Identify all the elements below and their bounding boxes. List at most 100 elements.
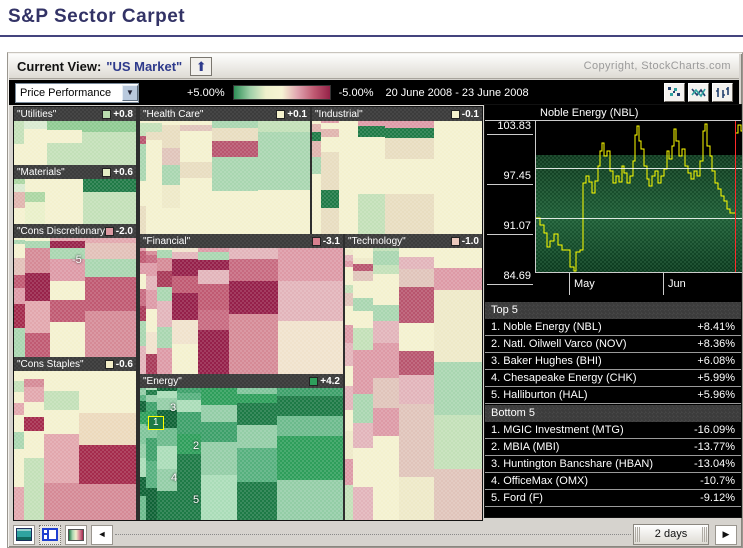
carpet-cell[interactable] [14, 381, 24, 392]
carpet-cell[interactable] [345, 366, 353, 386]
carpet-cell[interactable] [50, 238, 85, 241]
carpet-cell[interactable] [258, 190, 310, 234]
carpet-cell[interactable] [24, 371, 44, 373]
carpet-cell[interactable] [353, 350, 373, 375]
carpet-cell[interactable] [345, 248, 353, 249]
carpet-cell[interactable] [146, 438, 157, 461]
carpet-cell[interactable] [162, 121, 180, 125]
carpet-cell[interactable] [312, 132, 321, 141]
sector-cells-health-care[interactable] [140, 121, 310, 234]
carpet-cell[interactable] [140, 128, 146, 136]
carpet-cell[interactable] [14, 415, 24, 432]
carpet-cell[interactable] [14, 258, 25, 275]
carpet-cell[interactable] [353, 250, 373, 253]
carpet-cell[interactable] [353, 271, 373, 281]
carpet-cell[interactable] [237, 403, 277, 425]
carpet-cell[interactable] [321, 152, 339, 164]
carpet-cell[interactable] [212, 141, 258, 157]
carpet-cell[interactable] [157, 271, 172, 287]
carpet-cell[interactable] [434, 469, 482, 520]
carpet-cell[interactable] [14, 275, 25, 288]
carpet-cell[interactable] [277, 480, 343, 520]
carpet-cell[interactable] [146, 121, 162, 123]
carpet-cell[interactable] [434, 121, 482, 131]
carpet-cell[interactable] [140, 255, 146, 263]
carpet-cell[interactable] [345, 325, 353, 343]
carpet-cell[interactable] [24, 402, 44, 417]
carpet-cell[interactable] [345, 293, 353, 306]
sector-cells-materials[interactable] [14, 179, 136, 224]
carpet-cell[interactable] [157, 388, 177, 391]
carpet-cell[interactable] [312, 124, 321, 132]
carpet-cell[interactable] [162, 125, 180, 134]
carpet-cell[interactable] [345, 252, 353, 255]
carpet-cell[interactable] [146, 426, 157, 438]
carpet-cell[interactable] [237, 448, 277, 482]
carpet-cell[interactable] [353, 375, 373, 394]
carpet-cell[interactable] [180, 125, 212, 131]
carpet-cell[interactable] [339, 199, 358, 234]
carpet-cell[interactable] [312, 141, 321, 157]
carpet-cell[interactable] [140, 346, 146, 374]
carpet-cell[interactable] [177, 454, 201, 478]
carpet-cell[interactable] [180, 198, 212, 234]
carpet-cell[interactable] [358, 121, 385, 126]
carpet-cell[interactable] [157, 250, 172, 258]
carpet-cell[interactable] [237, 482, 277, 520]
carpet-cell[interactable] [399, 404, 434, 443]
carpet-cell[interactable] [353, 328, 373, 350]
carpet-cell[interactable] [180, 178, 212, 198]
carpet-cell[interactable] [140, 289, 146, 306]
list-item[interactable]: 3. Baker Hughes (BHI) +6.08% [485, 353, 741, 370]
carpet-cell[interactable] [312, 174, 321, 201]
carpet-cell[interactable] [14, 328, 25, 357]
carpet-cell[interactable] [14, 244, 25, 250]
carpet-cell[interactable] [180, 131, 212, 145]
list-item[interactable]: 3. Huntington Bancshare (HBAN) -13.04% [485, 456, 741, 473]
carpet-cell[interactable] [434, 415, 482, 469]
carpet-cell[interactable] [385, 121, 434, 128]
line-chart-button[interactable] [688, 83, 709, 102]
carpet-cell[interactable] [24, 458, 44, 490]
carpet-cell[interactable] [162, 148, 180, 165]
carpet-cell[interactable] [237, 394, 277, 403]
sector-cells-financial[interactable] [140, 248, 343, 374]
carpet-cell[interactable] [157, 428, 177, 446]
list-item[interactable]: 4. OfficeMax (OMX) -10.7% [485, 473, 741, 490]
carpet-cell[interactable] [25, 182, 45, 192]
carpet-cell[interactable] [237, 425, 277, 448]
carpet-cell[interactable] [353, 258, 373, 264]
carpet-cell[interactable] [146, 461, 157, 488]
carpet-cell[interactable] [339, 159, 358, 178]
carpet-cell[interactable] [278, 281, 343, 321]
carpet-cell[interactable] [146, 309, 157, 332]
list-item[interactable]: 2. MBIA (MBI) -13.77% [485, 439, 741, 456]
carpet-cell[interactable] [385, 159, 434, 194]
carpet-cell[interactable] [146, 263, 157, 276]
carpet-cell[interactable] [146, 488, 157, 520]
carpet-cell[interactable] [25, 241, 50, 248]
carpet-cell[interactable] [434, 131, 482, 154]
carpet-cell[interactable] [157, 398, 177, 410]
carpet-cell[interactable] [258, 121, 310, 132]
carpet-cell[interactable] [146, 290, 157, 309]
carpet-cell[interactable] [237, 388, 277, 394]
carpet-cell[interactable] [180, 121, 212, 125]
carpet-cell[interactable] [345, 410, 353, 431]
carpet-cell[interactable] [212, 121, 258, 128]
sector-header-health-care[interactable]: "Health Care" +0.1 [140, 107, 310, 121]
carpet-cell[interactable] [146, 123, 162, 132]
carpet-cell[interactable] [345, 255, 353, 261]
carpet-cell[interactable] [25, 257, 50, 273]
carpet-panel-button[interactable] [13, 524, 35, 545]
carpet-cell[interactable] [14, 121, 24, 129]
timeline-left-arrow[interactable]: ◄ [91, 524, 113, 545]
sector-header-technology[interactable]: "Technology" -1.0 [345, 234, 482, 248]
carpet-cell[interactable] [345, 485, 353, 520]
sector-header-cons-discretionary[interactable]: "Cons Discretionary" -2.0 [14, 224, 136, 238]
carpet-cell[interactable] [399, 257, 434, 269]
carpet-cell[interactable] [85, 243, 136, 259]
carpet-cell[interactable] [24, 143, 47, 165]
carpet-cell[interactable] [198, 310, 229, 330]
carpet-cell[interactable] [50, 300, 85, 322]
